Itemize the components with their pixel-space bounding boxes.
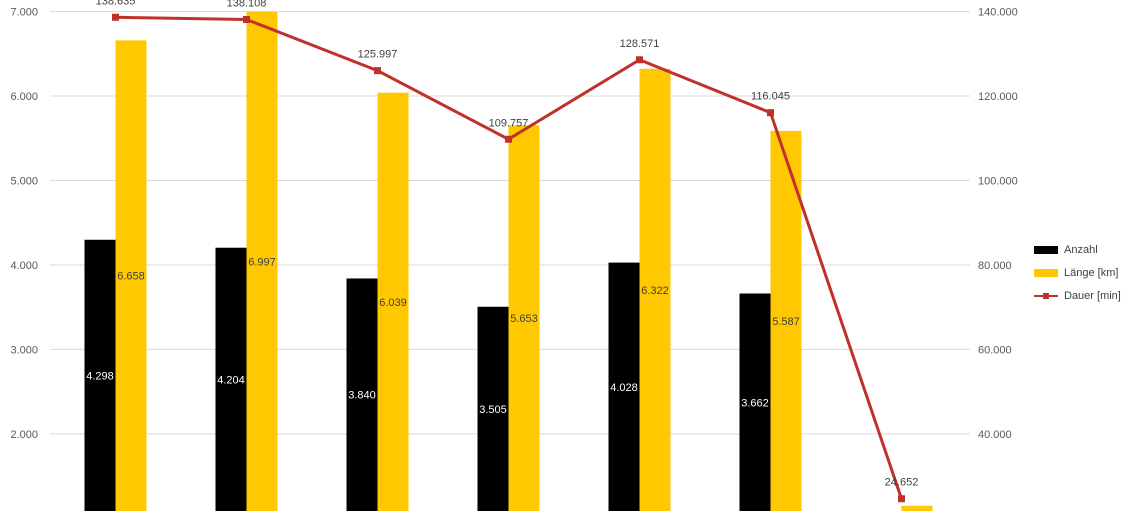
bar-laenge — [508, 125, 540, 511]
line-marker-dauer — [767, 109, 774, 117]
line-label-dauer: 116.045 — [751, 91, 790, 103]
bar-label-anzahl: 4.204 — [217, 374, 245, 386]
bar-laenge — [901, 505, 933, 511]
legend-swatch-anzahl — [1034, 245, 1058, 254]
bar-laenge — [115, 40, 147, 511]
bar-label-anzahl: 4.298 — [86, 370, 114, 382]
left-tick-label: 2.000 — [10, 429, 38, 441]
legend-swatch-dauer — [1034, 291, 1058, 301]
right-tick-label: 60.000 — [978, 344, 1012, 356]
bar-anzahl — [215, 247, 247, 511]
bar-label-laenge: 6.039 — [379, 297, 407, 309]
line-label-dauer: 138.108 — [227, 0, 267, 9]
line-label-dauer: 138.635 — [96, 0, 136, 7]
bar-anzahl — [608, 262, 640, 511]
line-marker-dauer — [112, 13, 119, 21]
legend: Anzahl Länge [km] Dauer [min] — [1034, 238, 1121, 307]
line-marker-dauer — [636, 56, 643, 64]
bar-laenge — [377, 92, 409, 511]
legend-item-dauer: Dauer [min] — [1034, 284, 1121, 307]
line-label-dauer: 24.652 — [885, 477, 919, 489]
bar-label-anzahl: 4.028 — [610, 382, 638, 394]
line-label-dauer: 128.571 — [620, 38, 660, 50]
bar-anzahl — [346, 278, 378, 511]
left-axis-ticks: 2.000 3.000 4.000 5.000 6.000 7.000 — [10, 7, 38, 441]
legend-item-anzahl: Anzahl — [1034, 238, 1121, 261]
left-tick-label: 5.000 — [10, 175, 38, 187]
line-series — [112, 13, 905, 503]
left-tick-label: 3.000 — [10, 344, 38, 356]
right-tick-label: 100.000 — [978, 175, 1018, 187]
bar-label-anzahl: 3.662 — [741, 397, 769, 409]
right-tick-label: 140.000 — [978, 7, 1018, 19]
right-tick-label: 40.000 — [978, 429, 1012, 441]
line-marker-dauer — [374, 67, 381, 75]
bar-label-laenge: 6.997 — [248, 256, 276, 268]
right-tick-label: 120.000 — [978, 91, 1018, 103]
line-label-dauer: 125.997 — [358, 49, 398, 61]
bar-label-laenge: 6.322 — [641, 285, 669, 297]
legend-label-laenge: Länge [km] — [1064, 266, 1119, 279]
line-marker-dauer — [243, 15, 250, 23]
line-label-dauer: 109.757 — [489, 117, 529, 129]
bar-laenge — [770, 130, 802, 511]
bar-laenge — [246, 11, 278, 511]
line-marker-dauer — [898, 495, 905, 503]
left-tick-label: 4.000 — [10, 260, 38, 272]
bar-anzahl — [477, 306, 509, 511]
legend-item-laenge: Länge [km] — [1034, 261, 1121, 284]
bar-laenge — [639, 68, 671, 511]
left-tick-label: 6.000 — [10, 91, 38, 103]
bar-anzahl — [84, 239, 116, 511]
right-axis-ticks: 40.000 60.000 80.000 100.000 120.000 140.000 — [978, 7, 1018, 441]
legend-swatch-laenge — [1034, 268, 1058, 277]
bar-series — [84, 11, 933, 511]
line-data-labels: 138.635 138.108 125.997 109.757 128.571 116.0… — [96, 0, 919, 489]
bar-data-labels: 4.298 6.658 4.204 6.997 3.840 6.039 3.505 5.653… — [86, 256, 800, 416]
left-tick-label: 7.000 — [10, 7, 38, 19]
bar-label-anzahl: 3.505 — [479, 404, 507, 416]
right-tick-label: 80.000 — [978, 260, 1012, 272]
bar-anzahl — [739, 293, 771, 511]
legend-label-dauer: Dauer [min] — [1064, 289, 1121, 302]
legend-label-anzahl: Anzahl — [1064, 243, 1098, 256]
line-marker-dauer — [505, 135, 512, 143]
bar-label-laenge: 6.658 — [117, 271, 145, 283]
bar-label-anzahl: 3.840 — [348, 390, 376, 402]
bar-label-laenge: 5.653 — [510, 313, 538, 325]
bar-label-laenge: 5.587 — [772, 316, 800, 328]
